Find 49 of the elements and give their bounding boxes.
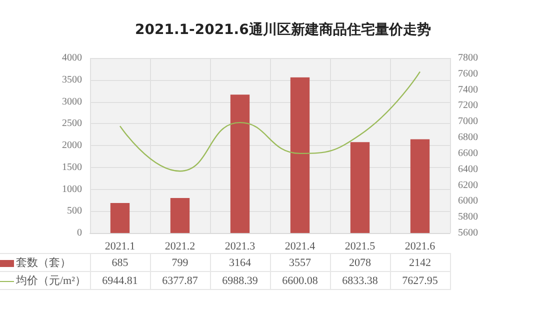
y2-tick-label: 7200 xyxy=(458,100,478,112)
y2-tick-label: 7600 xyxy=(458,68,478,80)
data-label: 6377.87 xyxy=(150,272,210,290)
data-label: 3164 xyxy=(210,254,270,272)
bar xyxy=(290,77,310,233)
x-tick-label: 2021.2 xyxy=(164,240,196,252)
bar xyxy=(170,198,190,233)
bar xyxy=(350,142,370,233)
x-tick-label: 2021.3 xyxy=(224,240,256,252)
data-label: 6600.08 xyxy=(270,272,330,290)
y-tick-label: 1000 xyxy=(62,184,82,195)
chart-title: 2021.1-2021.6通川区新建商品住宅量价走势 xyxy=(135,21,431,38)
legend-label: 均价（元/m²） xyxy=(0,272,90,290)
y-tick-label: 3500 xyxy=(62,74,82,86)
y2-tick-label: 5800 xyxy=(458,212,478,223)
data-label: 2078 xyxy=(330,254,390,272)
y-tick-label: 2000 xyxy=(62,140,82,151)
y2-tick-label: 6600 xyxy=(458,148,478,159)
y2-tick-label: 6200 xyxy=(458,180,478,191)
data-label: 799 xyxy=(150,254,210,272)
x-tick-label: 2021.6 xyxy=(404,240,436,252)
bar xyxy=(110,203,130,233)
data-label: 6944.81 xyxy=(90,272,150,290)
y2-tick-label: 7800 xyxy=(458,52,478,64)
data-label: 6833.38 xyxy=(330,272,390,290)
y2-tick-label: 7400 xyxy=(458,84,478,96)
y2-tick-label: 6800 xyxy=(458,132,478,144)
y2-tick-label: 7000 xyxy=(458,116,478,128)
data-label: 685 xyxy=(90,254,150,272)
y-tick-label: 0 xyxy=(77,228,82,238)
line-series xyxy=(119,71,421,172)
y-tick-label: 2500 xyxy=(62,118,82,130)
data-label: 6988.39 xyxy=(210,272,270,290)
x-tick-label: 2021.5 xyxy=(344,240,376,252)
bar xyxy=(410,139,430,233)
data-label: 2142 xyxy=(390,254,450,272)
data-label: 3557 xyxy=(270,254,330,272)
y-tick-label: 500 xyxy=(67,206,82,217)
y2-tick-label: 6000 xyxy=(458,196,478,207)
x-tick-label: 2021.1 xyxy=(104,240,136,252)
x-tick-label: 2021.4 xyxy=(284,240,316,252)
data-label: 7627.95 xyxy=(390,272,450,290)
y-tick-label: 4000 xyxy=(62,52,82,64)
y2-tick-label: 5600 xyxy=(458,228,478,238)
y-tick-label: 3000 xyxy=(62,96,82,108)
bar xyxy=(230,94,250,233)
legend-label: 套数（套） xyxy=(0,254,90,272)
y2-tick-label: 6400 xyxy=(458,164,478,175)
y-tick-label: 1500 xyxy=(62,162,82,173)
